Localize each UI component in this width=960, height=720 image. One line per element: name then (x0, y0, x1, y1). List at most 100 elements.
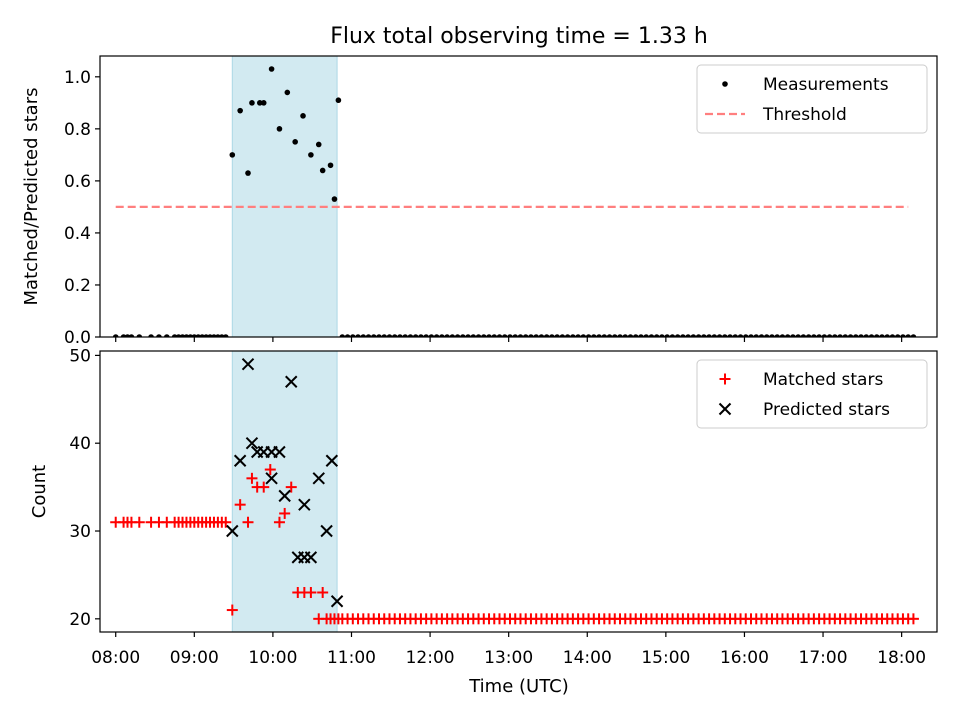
data-point (564, 334, 571, 337)
data-point (784, 334, 791, 337)
data-point (507, 334, 513, 337)
data-point (229, 152, 236, 158)
x-tick-label: 09:00 (170, 648, 219, 668)
legend-entry: Measurements (722, 75, 889, 95)
legend-entry: Threshold (705, 105, 847, 125)
data-point (596, 334, 602, 337)
data-point (319, 167, 326, 174)
data-point (496, 334, 503, 337)
data-point (222, 334, 229, 337)
legend-box (696, 64, 928, 134)
data-point (685, 334, 691, 337)
data-point (554, 334, 560, 337)
data-point (237, 107, 243, 114)
data-point (879, 334, 885, 337)
data-point (360, 334, 367, 337)
data-point (444, 334, 450, 337)
data-point (779, 334, 786, 337)
legend: Matched stars Predicted stars (696, 359, 928, 429)
data-point (335, 97, 342, 104)
data-point (674, 334, 681, 337)
x-tick-label: 12:00 (406, 648, 455, 668)
bottom-panel: 20 30 40 50 08:00 09:00 10:00 11:00 12:00 13:00 14… (29, 346, 938, 668)
data-point (325, 454, 339, 467)
observing-window-shade (231, 56, 338, 337)
data-point (315, 141, 322, 148)
data-point (816, 334, 822, 337)
data-point (580, 334, 587, 337)
data-point (632, 334, 639, 337)
data-point (298, 498, 311, 511)
data-point (317, 586, 329, 598)
x-tick-label: 11:00 (327, 648, 376, 668)
data-point (233, 454, 247, 467)
series-matched-stars (110, 464, 919, 625)
data-point (528, 334, 534, 337)
data-point (273, 516, 285, 528)
data-point (790, 334, 796, 337)
y-tick-label: 0.4 (64, 224, 91, 244)
data-point (320, 524, 333, 538)
data-point (397, 334, 403, 337)
data-point (278, 489, 291, 503)
data-point (559, 334, 566, 337)
x-tick-label: 18:00 (877, 648, 926, 668)
data-point (716, 334, 723, 337)
y-axis-label: Count (29, 465, 50, 518)
data-point (376, 334, 382, 337)
legend: Measurements Threshold (696, 64, 928, 134)
observing-window-shade (231, 351, 338, 632)
data-point (454, 334, 461, 337)
y-tick-label: 0.2 (64, 276, 91, 296)
axes-frame (99, 55, 938, 338)
data-point (795, 334, 801, 337)
data-point (292, 139, 298, 145)
data-point (643, 334, 650, 337)
y-tick-label: 0.8 (64, 120, 91, 140)
data-point (742, 334, 749, 337)
data-point (133, 516, 145, 528)
data-point (246, 472, 258, 484)
data-point (753, 334, 760, 337)
data-point (258, 481, 270, 493)
data-point (638, 334, 644, 337)
data-point (350, 334, 356, 337)
y-tick-label: 1.0 (64, 68, 91, 88)
data-point (748, 334, 754, 337)
x-tick-label: 15:00 (641, 648, 690, 668)
data-point (889, 334, 896, 337)
data-point (549, 334, 555, 337)
data-point (381, 334, 388, 337)
data-point (543, 334, 550, 337)
y-tick-label: 20 (69, 610, 91, 630)
legend-marker (718, 402, 732, 416)
data-point (763, 334, 770, 337)
data-point (648, 334, 655, 337)
data-point (330, 595, 344, 608)
data-point (538, 334, 545, 337)
data-point (575, 334, 581, 337)
data-point (257, 100, 263, 106)
data-point (439, 334, 445, 337)
data-point (249, 100, 255, 106)
data-point (774, 334, 780, 337)
data-point (832, 334, 838, 337)
data-point (418, 334, 424, 337)
data-point (585, 334, 592, 337)
series-predicted-stars (226, 357, 344, 608)
data-point (428, 334, 435, 337)
data-point (402, 334, 408, 337)
axes-frame (99, 350, 938, 633)
y-tick-label: 30 (69, 522, 91, 542)
data-point (300, 113, 306, 119)
data-point (570, 334, 576, 337)
data-point (305, 586, 317, 598)
legend-entry: Predicted stars (718, 400, 890, 420)
data-point (241, 357, 255, 371)
data-point (611, 334, 618, 337)
data-point (391, 334, 398, 337)
data-point (659, 334, 665, 337)
data-point (769, 334, 775, 337)
data-point (412, 334, 419, 337)
